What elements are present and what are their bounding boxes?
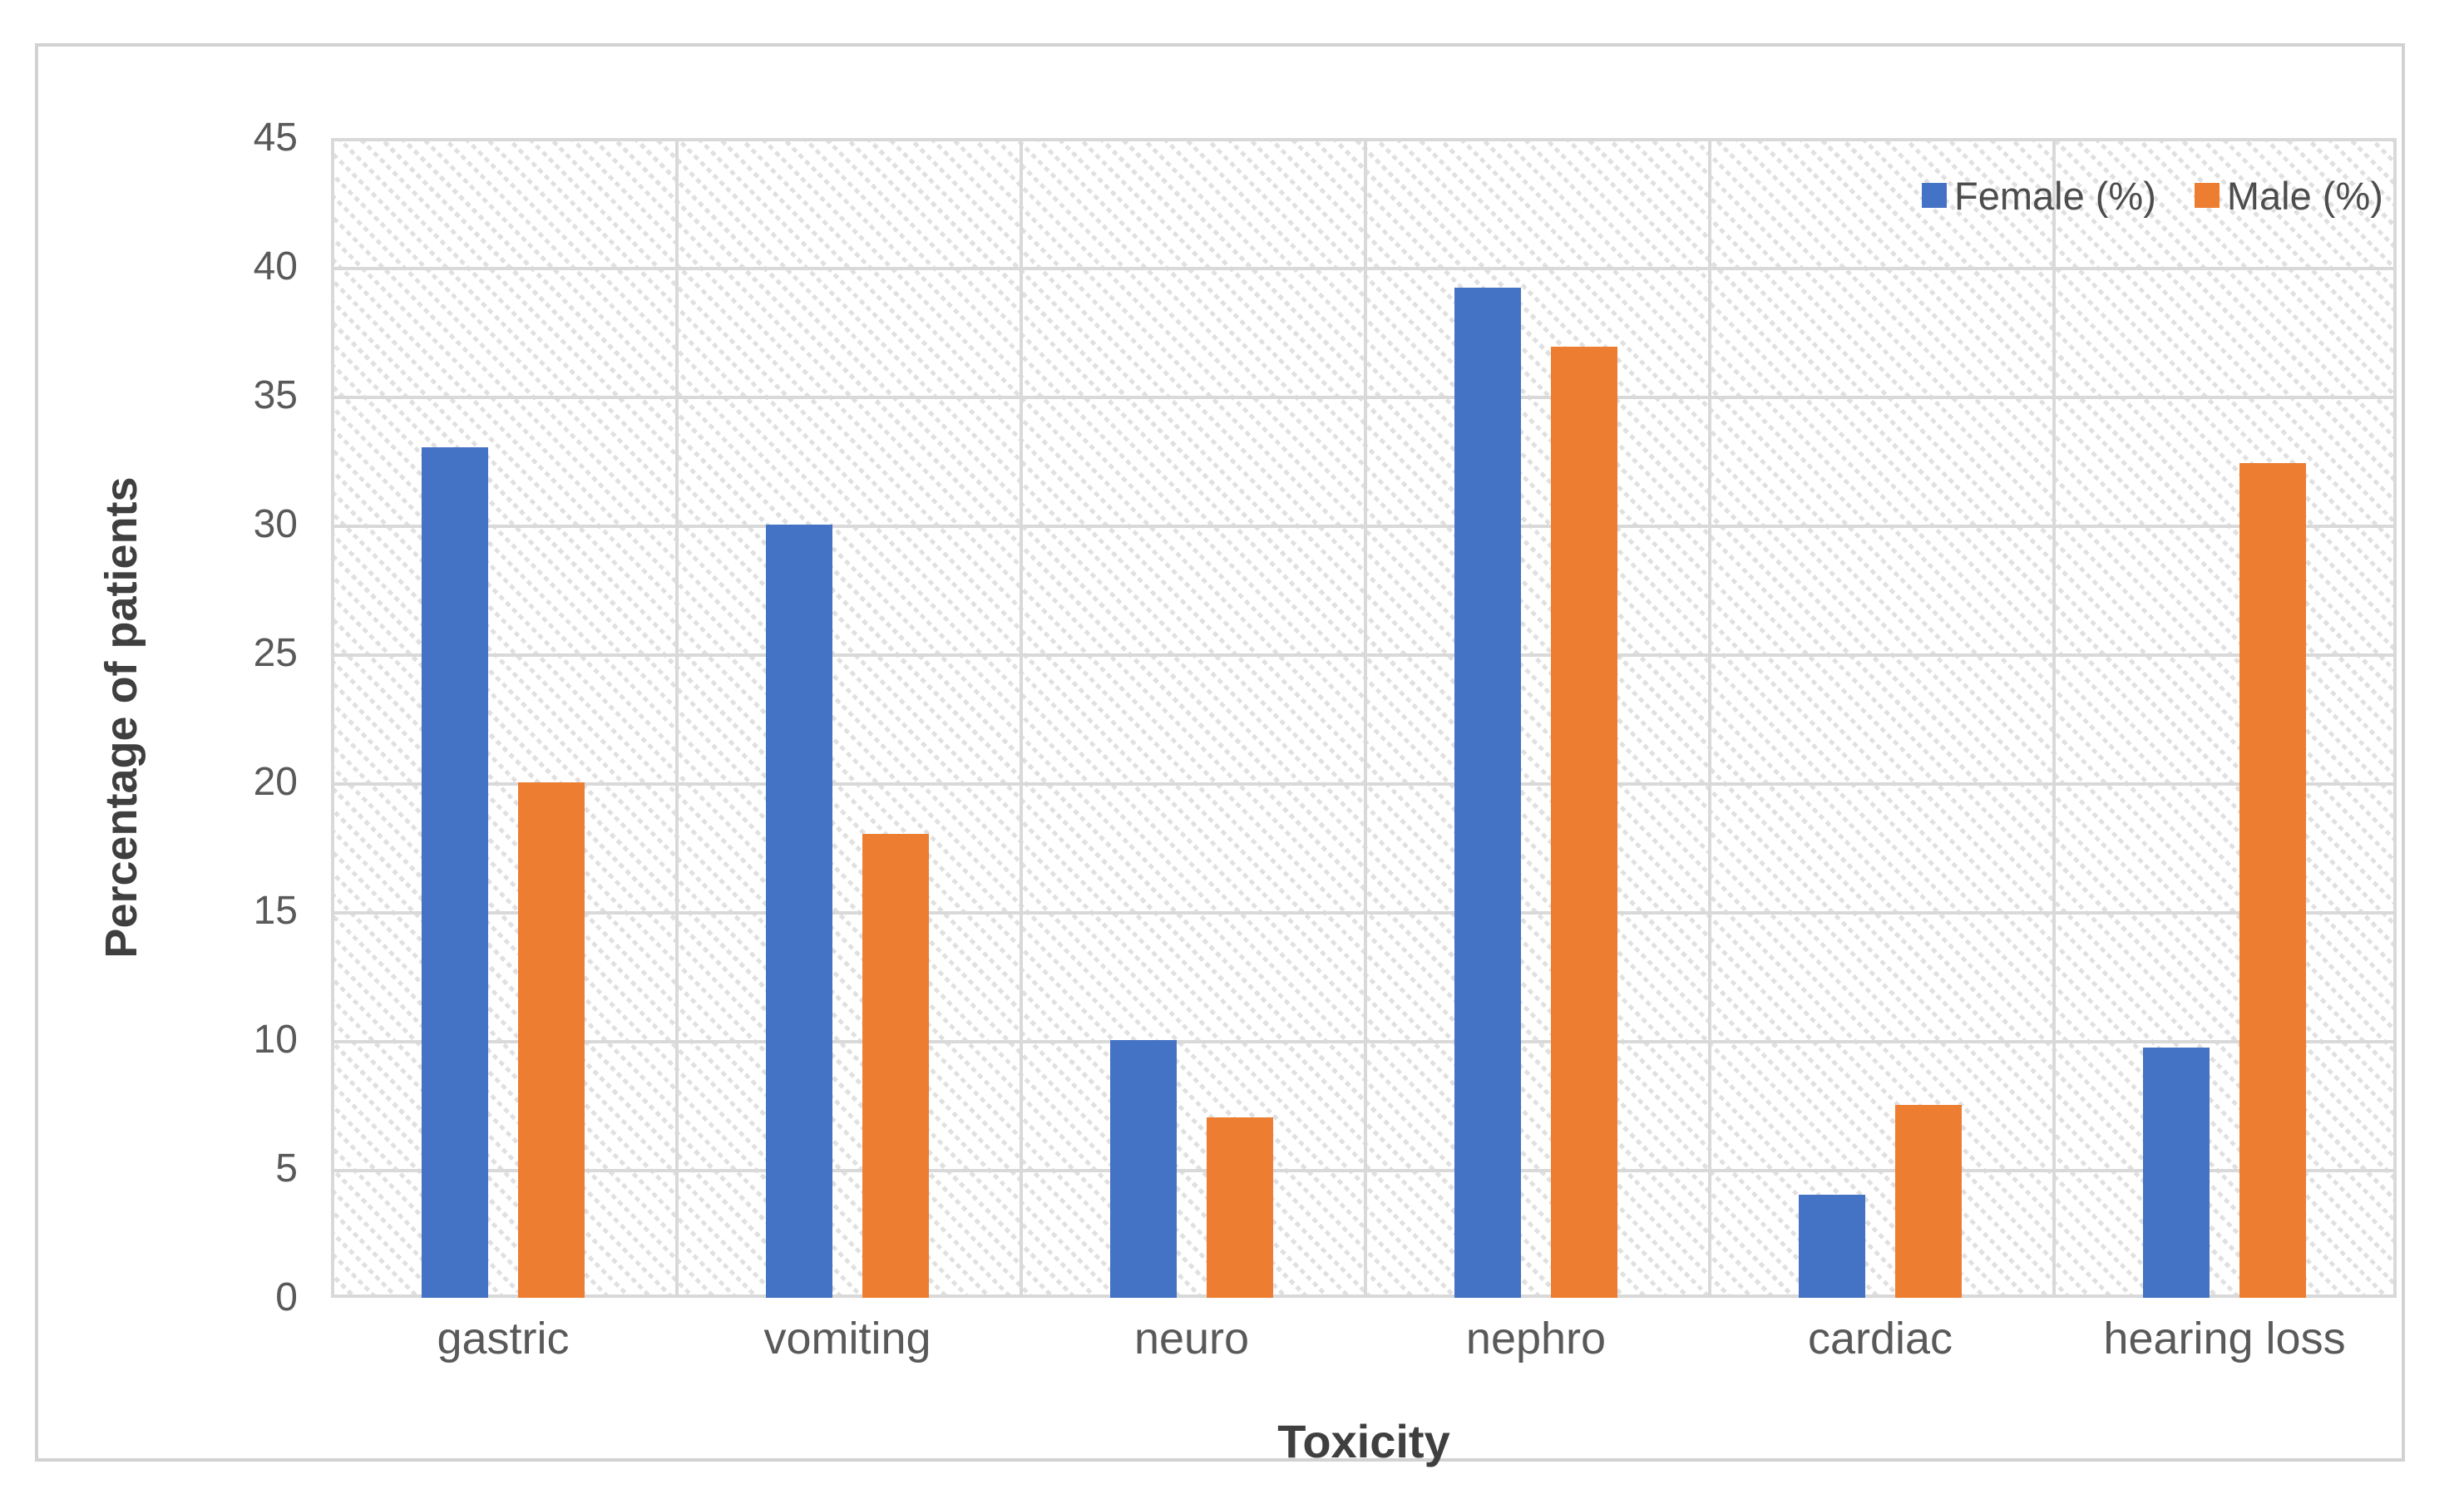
bar-female-vomiting xyxy=(766,525,832,1298)
y-tick-label-45: 45 xyxy=(253,116,298,160)
bar-female-neuro xyxy=(1110,1040,1177,1298)
y-axis-title: Percentage of patients xyxy=(96,476,146,959)
y-tick-label-5: 5 xyxy=(275,1146,298,1191)
bar-male-neuro xyxy=(1207,1117,1273,1298)
legend-item-female: Female (%) xyxy=(1922,173,2156,219)
x-category-label-nephro: nephro xyxy=(1465,1314,1607,1363)
x-category-label-neuro: neuro xyxy=(1133,1314,1250,1363)
bar-female-gastric xyxy=(422,447,488,1298)
bar-male-nephro xyxy=(1551,347,1617,1298)
y-tick-label-10: 10 xyxy=(253,1018,298,1062)
y-tick-label-25: 25 xyxy=(253,631,298,675)
legend-marker-female xyxy=(1922,183,1947,208)
bar-male-gastric xyxy=(518,782,585,1298)
y-tick-label-0: 0 xyxy=(275,1275,298,1319)
plot-area xyxy=(331,138,2397,1298)
legend-label-female: Female (%) xyxy=(1954,173,2156,218)
x-category-label-gastric: gastric xyxy=(437,1314,570,1363)
x-axis-title: Toxicity xyxy=(1277,1415,1450,1467)
bar-male-vomiting xyxy=(862,834,929,1298)
bar-female-nephro xyxy=(1454,287,1521,1298)
y-tick-label-30: 30 xyxy=(253,502,298,546)
bar-female-cardiac xyxy=(1799,1195,1865,1298)
y-tick-label-40: 40 xyxy=(253,244,298,288)
legend-marker-male xyxy=(2194,183,2220,208)
bar-male-cardiac xyxy=(1895,1104,1962,1298)
y-tick-label-35: 35 xyxy=(253,373,298,417)
bar-female-hearing-loss xyxy=(2143,1048,2210,1298)
bar-male-hearing-loss xyxy=(2239,462,2306,1298)
y-tick-label-15: 15 xyxy=(253,889,298,933)
legend-item-male: Male (%) xyxy=(2194,173,2383,219)
legend: Female (%) Male (%) xyxy=(1922,171,2383,219)
x-category-label-cardiac: cardiac xyxy=(1807,1314,1953,1363)
x-category-label-vomiting: vomiting xyxy=(763,1314,931,1363)
chart-frame: Percentage of patients Toxicity Female (… xyxy=(35,43,2405,1467)
y-tick-label-20: 20 xyxy=(253,760,298,804)
legend-label-male: Male (%) xyxy=(2226,173,2383,218)
x-category-label-hearing-loss: hearing loss xyxy=(2103,1314,2346,1363)
